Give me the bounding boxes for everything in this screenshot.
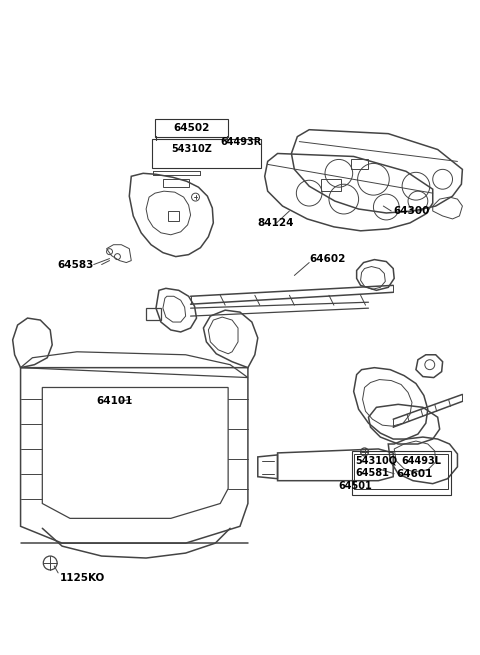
Text: 64501: 64501: [339, 481, 372, 491]
Text: 64493R: 64493R: [220, 137, 262, 147]
Text: 1125KO: 1125KO: [60, 573, 105, 583]
Text: 64493L: 64493L: [401, 456, 441, 466]
Text: 54310Q: 54310Q: [356, 456, 397, 466]
Text: 84124: 84124: [258, 218, 294, 228]
Text: 64602: 64602: [309, 253, 346, 263]
Text: 64101: 64101: [96, 396, 133, 406]
Text: 64601: 64601: [396, 469, 432, 479]
Text: 64300: 64300: [393, 206, 430, 216]
Text: 64583: 64583: [57, 259, 94, 270]
Text: 54310Z: 54310Z: [171, 143, 212, 153]
Text: 64581: 64581: [356, 468, 390, 477]
Text: 64502: 64502: [173, 122, 210, 133]
